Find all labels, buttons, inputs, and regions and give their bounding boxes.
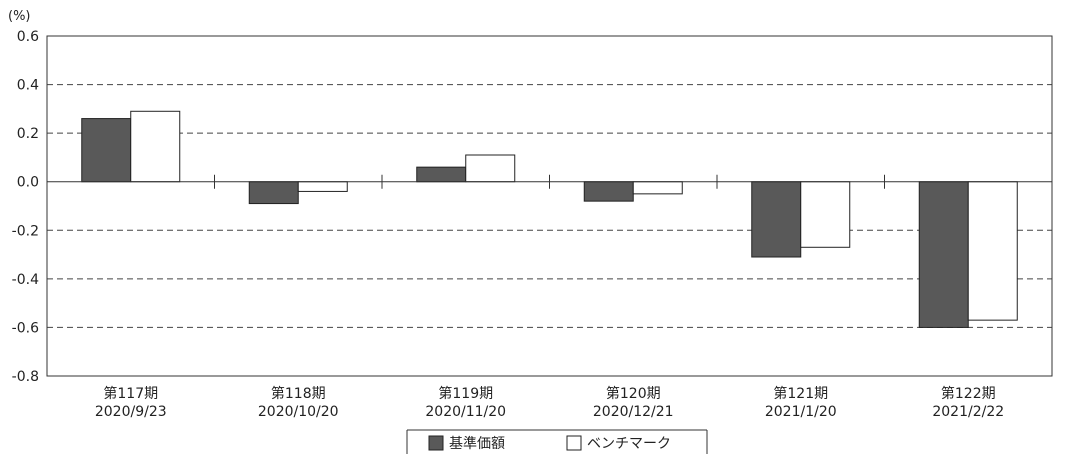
bars xyxy=(81,110,1018,328)
x-category-label-date: 2021/2/22 xyxy=(932,404,1004,420)
x-category-label-period: 第117期 xyxy=(103,385,158,402)
y-tick-label: 0.0 xyxy=(17,175,39,191)
y-axis-ticks: 0.6 0.4 0.2 0.0 -0.2 -0.4 -0.6 -0.8 xyxy=(12,29,39,385)
bar-benchmark xyxy=(297,181,348,192)
legend: 基準価額 ベンチマーク xyxy=(406,429,708,454)
bar-nav xyxy=(918,181,969,328)
plot-frame xyxy=(46,35,1053,377)
x-category-label-period: 第120期 xyxy=(606,385,661,402)
bar-nav xyxy=(416,166,467,183)
y-tick-label: 0.6 xyxy=(17,29,39,45)
bar-benchmark xyxy=(632,181,683,195)
x-category-label-date: 2020/9/23 xyxy=(95,404,167,420)
x-axis: 第117期 2020/9/23 第118期 2020/10/20 第119期 2020/1… xyxy=(47,174,1052,420)
y-tick-label: -0.8 xyxy=(12,369,39,385)
x-category-label-period: 第119期 xyxy=(438,385,493,402)
legend-label: ベンチマーク xyxy=(587,436,671,452)
y-tick-label: 0.2 xyxy=(17,126,39,142)
gridlines xyxy=(47,84,1052,328)
y-axis-unit-label: (%) xyxy=(8,9,31,24)
x-category-label-date: 2021/1/20 xyxy=(765,404,837,420)
y-tick-label: -0.6 xyxy=(12,320,39,336)
legend-swatch xyxy=(428,435,444,451)
x-category-label-date: 2020/12/21 xyxy=(593,404,674,420)
bar-nav xyxy=(248,181,299,205)
x-category-label-period: 第118期 xyxy=(271,385,326,402)
legend-label: 基準価額 xyxy=(449,435,505,452)
y-tick-label: -0.4 xyxy=(12,272,39,288)
bar-benchmark xyxy=(130,110,181,183)
bar-benchmark xyxy=(800,181,851,248)
bar-nav xyxy=(751,181,802,258)
x-category-label-date: 2020/11/20 xyxy=(425,404,506,420)
y-tick-label: -0.2 xyxy=(12,223,39,239)
bar-benchmark xyxy=(465,154,516,183)
bar-benchmark xyxy=(967,181,1018,321)
bar-nav xyxy=(81,118,132,183)
x-category-label-period: 第121期 xyxy=(773,385,828,402)
x-category-label-date: 2020/10/20 xyxy=(258,404,339,420)
legend-swatch xyxy=(566,435,582,451)
y-tick-label: 0.4 xyxy=(17,78,39,94)
x-category-label-period: 第122期 xyxy=(941,385,996,402)
bar-nav xyxy=(583,181,634,202)
